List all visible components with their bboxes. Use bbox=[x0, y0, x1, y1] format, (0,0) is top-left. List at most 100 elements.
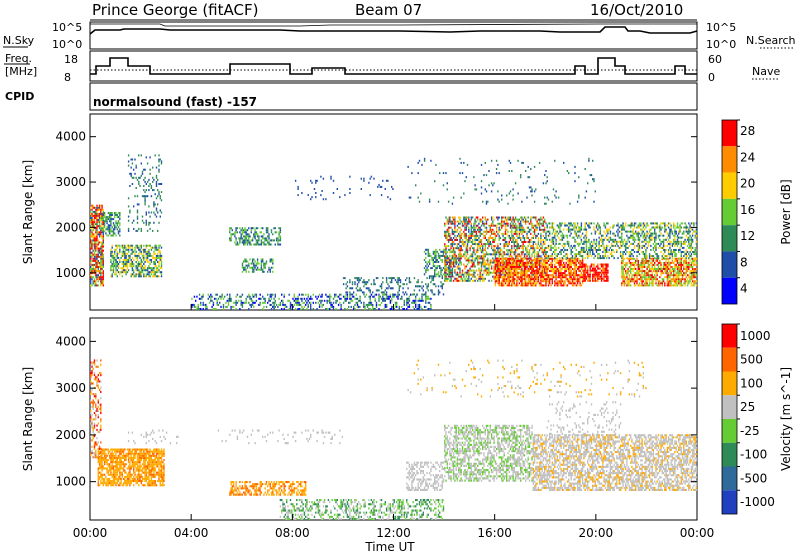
range-gate-cell bbox=[390, 294, 391, 296]
range-gate-cell bbox=[505, 217, 506, 219]
range-gate-cell bbox=[392, 287, 393, 289]
range-gate-cell bbox=[550, 278, 551, 280]
range-gate-cell bbox=[516, 225, 517, 227]
range-gate-cell bbox=[535, 272, 536, 274]
range-gate-cell bbox=[247, 261, 248, 263]
range-gate-cell bbox=[95, 248, 96, 250]
range-gate-cell bbox=[523, 270, 524, 272]
range-gate-cell bbox=[576, 270, 577, 272]
range-gate-cell bbox=[544, 278, 545, 280]
range-gate-cell bbox=[504, 278, 505, 280]
range-gate-cell bbox=[531, 274, 532, 276]
range-gate-cell bbox=[466, 245, 467, 247]
range-gate-cell bbox=[429, 255, 430, 257]
range-gate-cell bbox=[571, 270, 572, 272]
range-gate-cell bbox=[139, 273, 140, 275]
range-gate-cell bbox=[265, 237, 266, 239]
range-gate-cell bbox=[438, 275, 439, 277]
range-gate-cell bbox=[117, 265, 118, 267]
range-gate-cell bbox=[260, 302, 261, 304]
range-gate-cell bbox=[458, 259, 459, 261]
range-gate-cell bbox=[550, 264, 551, 266]
range-gate-cell bbox=[577, 253, 578, 255]
range-gate-cell bbox=[334, 296, 335, 298]
range-gate-cell bbox=[531, 225, 532, 227]
range-gate-cell bbox=[581, 249, 582, 251]
range-gate-cell bbox=[515, 245, 516, 247]
range-gate-cell bbox=[100, 242, 101, 244]
range-gate-cell bbox=[301, 306, 302, 308]
range-gate-cell bbox=[531, 227, 532, 229]
range-gate-cell bbox=[461, 247, 462, 249]
range-gate-cell bbox=[136, 267, 137, 269]
range-gate-cell bbox=[478, 270, 479, 272]
range-gate-cell bbox=[499, 255, 500, 257]
range-gate-cell bbox=[514, 231, 515, 233]
range-gate-cell bbox=[90, 256, 91, 258]
range-gate-cell bbox=[452, 231, 453, 233]
range-gate-cell bbox=[492, 272, 493, 274]
range-gate-cell bbox=[370, 308, 371, 310]
range-gate-cell bbox=[106, 228, 107, 230]
range-gate-cell bbox=[596, 249, 597, 251]
range-gate-cell bbox=[134, 253, 135, 255]
range-gate-cell bbox=[523, 272, 524, 274]
range-gate-cell bbox=[525, 247, 526, 249]
range-gate-cell bbox=[501, 262, 502, 264]
range-gate-cell bbox=[603, 222, 604, 224]
range-gate-cell bbox=[161, 199, 162, 201]
range-gate-cell bbox=[386, 306, 387, 308]
range-gate-cell bbox=[499, 251, 500, 253]
range-gate-cell bbox=[96, 274, 97, 276]
range-gate-cell bbox=[117, 253, 118, 255]
range-gate-cell bbox=[534, 264, 535, 266]
range-gate-cell bbox=[506, 274, 507, 276]
range-gate-cell bbox=[131, 273, 132, 275]
range-gate-cell bbox=[280, 304, 281, 306]
range-gate-cell bbox=[566, 262, 567, 264]
range-gate-cell bbox=[452, 239, 453, 241]
range-gate-cell bbox=[100, 227, 101, 229]
range-gate-cell bbox=[429, 275, 430, 277]
range-gate-cell bbox=[93, 276, 94, 278]
range-gate-cell bbox=[481, 243, 482, 245]
range-gate-cell bbox=[146, 253, 147, 255]
range-gate-cell bbox=[108, 226, 109, 228]
range-gate-cell bbox=[603, 239, 604, 241]
range-gate-cell bbox=[304, 306, 305, 308]
range-gate-cell bbox=[151, 271, 152, 273]
range-gate-cell bbox=[136, 257, 137, 259]
range-gate-cell bbox=[448, 235, 449, 237]
range-gate-cell bbox=[545, 237, 546, 239]
range-gate-cell bbox=[115, 214, 116, 216]
range-gate-cell bbox=[152, 177, 153, 179]
range-gate-cell bbox=[244, 302, 245, 304]
range-gate-cell bbox=[595, 272, 596, 274]
range-gate-cell bbox=[425, 293, 426, 295]
range-gate-cell bbox=[554, 229, 555, 231]
range-gate-cell bbox=[95, 242, 96, 244]
range-gate-cell bbox=[371, 283, 372, 285]
range-gate-cell bbox=[297, 296, 298, 298]
range-gate-cell bbox=[490, 241, 491, 243]
range-gate-cell bbox=[548, 278, 549, 280]
range-gate-cell bbox=[110, 220, 111, 222]
range-gate-cell bbox=[525, 266, 526, 268]
range-gate-cell bbox=[582, 270, 583, 272]
range-gate-cell bbox=[603, 268, 604, 270]
range-gate-cell bbox=[540, 237, 541, 239]
range-gate-cell bbox=[364, 281, 365, 283]
range-gate-cell bbox=[520, 223, 521, 225]
range-gate-cell bbox=[229, 227, 230, 229]
range-gate-cell bbox=[155, 271, 156, 273]
range-gate-cell bbox=[445, 237, 446, 239]
range-gate-cell bbox=[143, 259, 144, 261]
range-gate-cell bbox=[113, 222, 114, 224]
range-gate-cell bbox=[533, 235, 534, 237]
range-gate-cell bbox=[149, 275, 150, 277]
range-gate-cell bbox=[332, 306, 333, 308]
range-gate-cell bbox=[454, 259, 455, 261]
range-gate-cell bbox=[450, 223, 451, 225]
range-gate-cell bbox=[343, 296, 344, 298]
range-gate-cell bbox=[597, 266, 598, 268]
